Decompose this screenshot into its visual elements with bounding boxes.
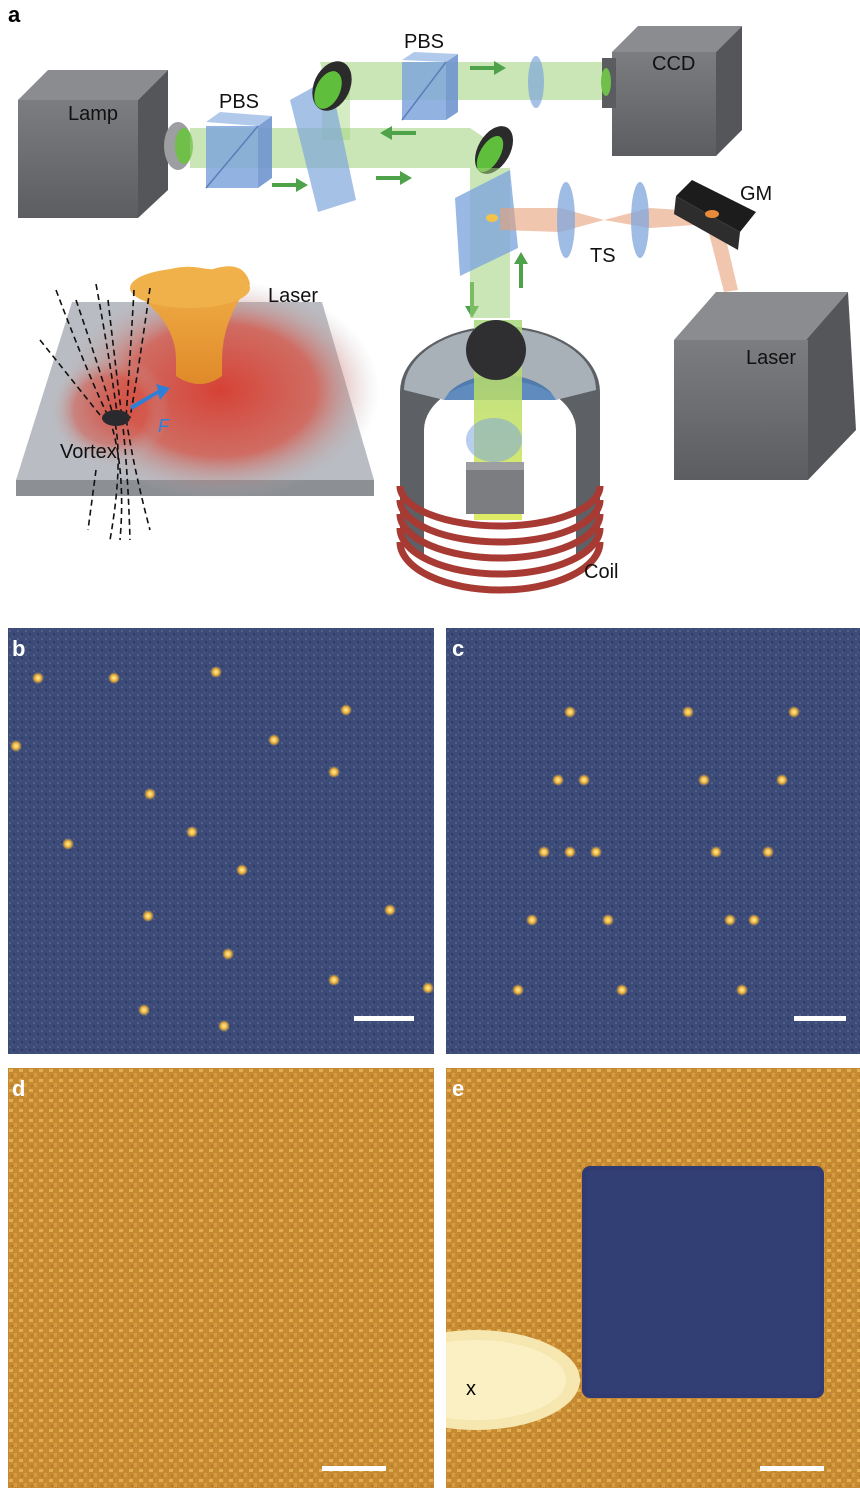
- panel-d-letter: d: [12, 1076, 26, 1101]
- lamp-box: [18, 70, 193, 218]
- panel-b-letter: b: [12, 636, 26, 661]
- vortex-inset: [16, 266, 380, 541]
- beamsplitter-plate: [290, 78, 356, 212]
- laser-box: [674, 292, 856, 480]
- panel-e-image: [446, 1068, 860, 1488]
- panel-b-scalebar: [354, 1016, 414, 1021]
- laser-right-label: Laser: [746, 347, 796, 369]
- laser-beam-path: [500, 208, 710, 232]
- panel-e-marker: x: [466, 1378, 476, 1400]
- pbs-left-label: PBS: [219, 91, 259, 113]
- vortex-dots-b: [10, 666, 434, 1032]
- pbs-left-cube: [205, 112, 272, 189]
- panel-c-image: [446, 628, 860, 1054]
- ccd-box: [601, 26, 742, 156]
- ts-lens-1: [557, 182, 575, 258]
- panel-d-image: [8, 1068, 434, 1488]
- panel-b-image: [8, 628, 434, 1054]
- laser-inset-label: Laser: [268, 285, 318, 307]
- pbs-top-cube: [401, 52, 458, 121]
- force-label: F: [158, 416, 170, 436]
- ccd-label: CCD: [652, 53, 695, 75]
- panel-e-letter: e: [452, 1076, 465, 1101]
- gm-mirror: [674, 180, 756, 250]
- panel-d-scalebar: [322, 1466, 386, 1471]
- dichroic-plate: [455, 170, 518, 276]
- ts-lens-2: [631, 182, 649, 258]
- coil-label: Coil: [584, 561, 618, 583]
- panel-c-letter: c: [452, 636, 465, 661]
- lamp-label: Lamp: [68, 103, 118, 125]
- lens-ccd: [528, 56, 544, 108]
- vortex-dots-c: [512, 706, 800, 996]
- panel-c-scalebar: [794, 1016, 846, 1021]
- panel-a-letter: a: [8, 2, 21, 27]
- coil: [396, 485, 604, 594]
- vortex-label: Vortex: [60, 441, 117, 463]
- ts-label: TS: [590, 245, 616, 267]
- beam-upper-path: [320, 62, 620, 100]
- cryostat-housing: [400, 320, 600, 560]
- gm-label: GM: [740, 183, 772, 205]
- setup-schematic: Lamp PBS PBS CCD: [16, 26, 856, 594]
- panel-e-scalebar: [760, 1466, 824, 1471]
- pbs-top-label: PBS: [404, 31, 444, 53]
